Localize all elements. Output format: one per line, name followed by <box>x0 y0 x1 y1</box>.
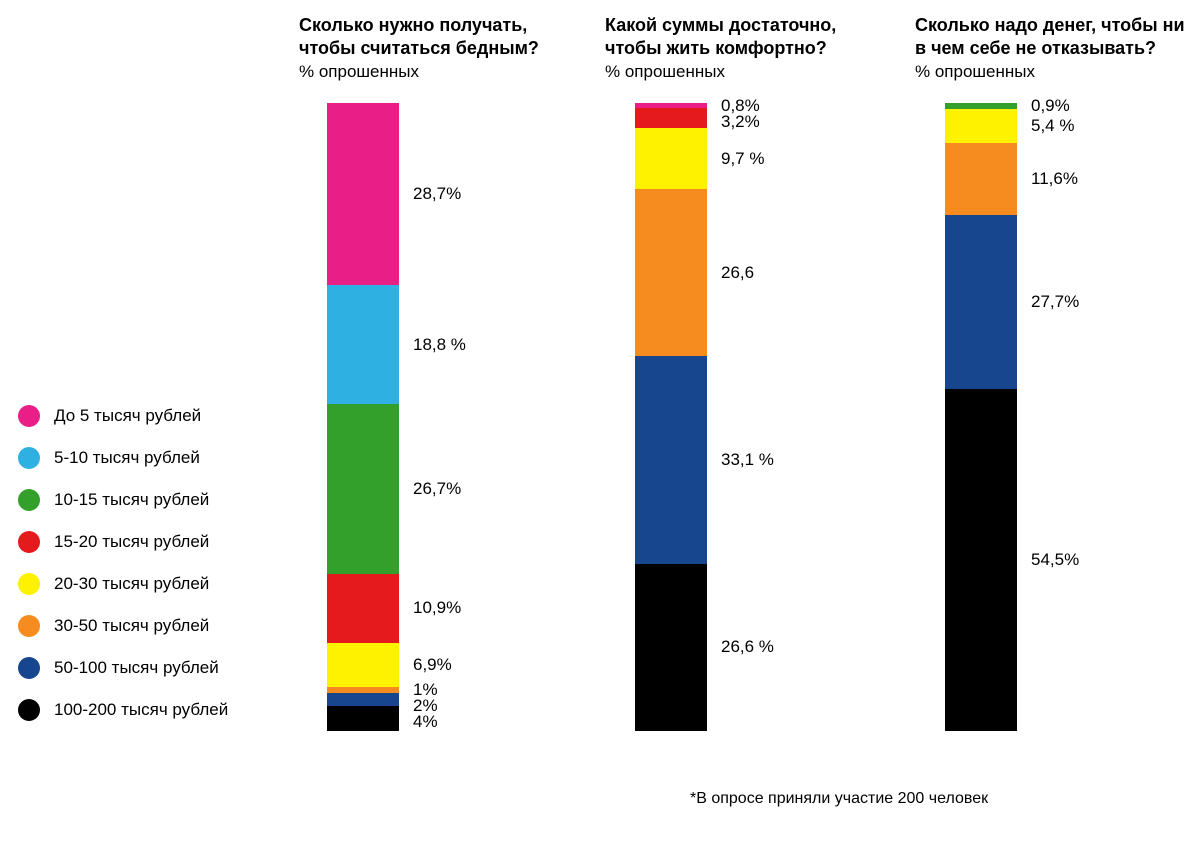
legend-label: 50-100 тысяч рублей <box>54 658 219 678</box>
bar-segment: 9,7 % <box>635 128 707 189</box>
legend-swatch <box>18 615 40 637</box>
segment-value-label: 28,7% <box>413 184 461 204</box>
legend-label: До 5 тысяч рублей <box>54 406 201 426</box>
chart-title-1: Сколько нужно получать, чтобы считаться … <box>299 14 579 82</box>
segment-value-label: 26,6 % <box>721 637 774 657</box>
chart-subtitle: % опрошенных <box>605 61 885 82</box>
footnote: *В опросе приняли участие 200 человек <box>690 790 988 808</box>
legend-label: 10-15 тысяч рублей <box>54 490 209 510</box>
bar-segment: 26,6 % <box>635 564 707 731</box>
segment-value-label: 54,5% <box>1031 550 1079 570</box>
bar-segment: 28,7% <box>327 103 399 285</box>
legend-swatch <box>18 531 40 553</box>
legend-swatch <box>18 573 40 595</box>
segment-value-label: 6,9% <box>413 655 452 675</box>
legend-swatch <box>18 657 40 679</box>
bar-segment: 2% <box>327 693 399 706</box>
stacked-bar-2: 0,8%3,2%9,7 %26,633,1 %26,6 % <box>635 103 707 731</box>
segment-value-label: 4% <box>413 712 438 732</box>
bar-segment: 26,6 <box>635 189 707 356</box>
bar-segment: 6,9% <box>327 643 399 687</box>
legend-swatch <box>18 489 40 511</box>
legend-swatch <box>18 447 40 469</box>
segment-value-label: 33,1 % <box>721 450 774 470</box>
bar-segment: 18,8 % <box>327 285 399 404</box>
legend-item: 10-15 тысяч рублей <box>18 479 288 521</box>
legend-item: 30-50 тысяч рублей <box>18 605 288 647</box>
legend-item: До 5 тысяч рублей <box>18 395 288 437</box>
chart-title-3: Сколько надо денег, чтобы ни в чем себе … <box>915 14 1195 82</box>
legend-label: 30-50 тысяч рублей <box>54 616 209 636</box>
bar-segment: 27,7% <box>945 215 1017 389</box>
bar-segment: 5,4 % <box>945 109 1017 143</box>
stacked-bar-1: 28,7%18,8 %26,7%10,9%6,9%1%2%4% <box>327 103 399 731</box>
stacked-bar-3: 0,9%5,4 %11,6%27,7%54,5% <box>945 103 1017 731</box>
legend-item: 5-10 тысяч рублей <box>18 437 288 479</box>
legend-label: 100-200 тысяч рублей <box>54 700 228 720</box>
legend-item: 15-20 тысяч рублей <box>18 521 288 563</box>
segment-value-label: 5,4 % <box>1031 116 1074 136</box>
chart-page: До 5 тысяч рублей 5-10 тысяч рублей 10-1… <box>0 0 1200 843</box>
bar-segment: 3,2% <box>635 108 707 128</box>
bar-segment: 11,6% <box>945 143 1017 216</box>
legend-swatch <box>18 405 40 427</box>
segment-value-label: 9,7 % <box>721 149 764 169</box>
chart-title-text: Сколько нужно получать, чтобы считаться … <box>299 15 539 58</box>
legend-label: 15-20 тысяч рублей <box>54 532 209 552</box>
legend-item: 20-30 тысяч рублей <box>18 563 288 605</box>
segment-value-label: 10,9% <box>413 598 461 618</box>
segment-value-label: 18,8 % <box>413 335 466 355</box>
bar-segment: 33,1 % <box>635 356 707 564</box>
segment-value-label: 27,7% <box>1031 292 1079 312</box>
legend-label: 5-10 тысяч рублей <box>54 448 200 468</box>
bar-segment: 10,9% <box>327 574 399 643</box>
segment-value-label: 3,2% <box>721 112 760 132</box>
chart-subtitle: % опрошенных <box>299 61 579 82</box>
legend-label: 20-30 тысяч рублей <box>54 574 209 594</box>
bar-segment: 54,5% <box>945 389 1017 731</box>
legend-swatch <box>18 699 40 721</box>
chart-title-text: Сколько надо денег, чтобы ни в чем себе … <box>915 15 1185 58</box>
segment-value-label: 26,7% <box>413 479 461 499</box>
legend-item: 50-100 тысяч рублей <box>18 647 288 689</box>
bar-segment: 26,7% <box>327 404 399 573</box>
chart-title-2: Какой суммы достаточно, чтобы жить комфо… <box>605 14 885 82</box>
segment-value-label: 26,6 <box>721 263 754 283</box>
legend: До 5 тысяч рублей 5-10 тысяч рублей 10-1… <box>18 395 288 731</box>
chart-title-text: Какой суммы достаточно, чтобы жить комфо… <box>605 15 836 58</box>
legend-item: 100-200 тысяч рублей <box>18 689 288 731</box>
chart-subtitle: % опрошенных <box>915 61 1195 82</box>
segment-value-label: 11,6% <box>1031 169 1078 189</box>
segment-value-label: 0,9% <box>1031 96 1070 116</box>
bar-segment: 4% <box>327 706 399 731</box>
